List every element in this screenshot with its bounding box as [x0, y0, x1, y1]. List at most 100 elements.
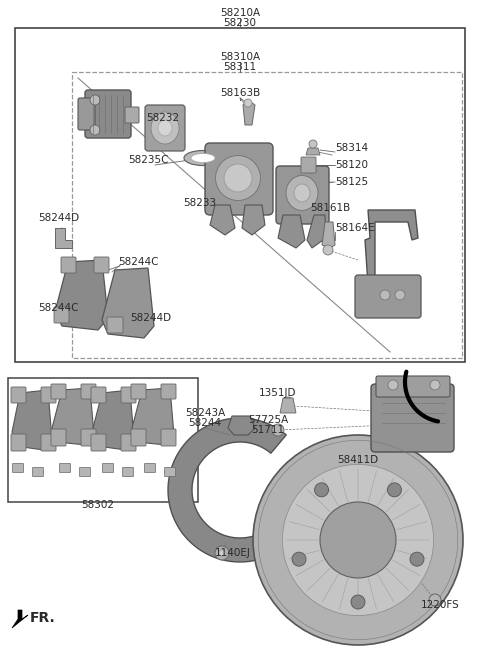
Ellipse shape — [191, 154, 215, 162]
Text: 58411D: 58411D — [337, 455, 379, 465]
FancyBboxPatch shape — [103, 463, 113, 472]
Text: 1351JD: 1351JD — [259, 388, 297, 398]
FancyBboxPatch shape — [301, 157, 316, 173]
FancyBboxPatch shape — [144, 463, 156, 472]
Text: 58302: 58302 — [82, 500, 115, 510]
Circle shape — [429, 594, 441, 606]
FancyBboxPatch shape — [145, 105, 185, 151]
Circle shape — [410, 552, 424, 566]
Polygon shape — [52, 388, 94, 445]
Ellipse shape — [216, 156, 261, 200]
Text: 58244C: 58244C — [38, 303, 79, 313]
Circle shape — [395, 290, 405, 300]
FancyBboxPatch shape — [355, 275, 421, 318]
Text: 57725A: 57725A — [248, 415, 288, 425]
Text: 58244D: 58244D — [130, 313, 171, 323]
Ellipse shape — [224, 164, 252, 192]
FancyBboxPatch shape — [205, 143, 273, 215]
Text: 58244D: 58244D — [38, 213, 79, 223]
FancyBboxPatch shape — [161, 429, 176, 446]
Text: 58244C: 58244C — [118, 257, 158, 267]
Polygon shape — [55, 260, 108, 330]
Circle shape — [309, 140, 317, 148]
FancyBboxPatch shape — [107, 317, 123, 333]
Circle shape — [297, 175, 303, 181]
FancyBboxPatch shape — [131, 384, 146, 399]
Ellipse shape — [294, 184, 310, 202]
Ellipse shape — [286, 175, 318, 210]
FancyBboxPatch shape — [161, 384, 176, 399]
Text: 58120: 58120 — [335, 160, 368, 170]
Text: 58243A: 58243A — [185, 408, 225, 418]
Bar — [72, 72, 462, 358]
FancyBboxPatch shape — [121, 434, 136, 451]
Circle shape — [272, 424, 284, 436]
Polygon shape — [296, 177, 310, 188]
Circle shape — [283, 397, 293, 407]
FancyBboxPatch shape — [78, 98, 95, 130]
Polygon shape — [168, 418, 302, 562]
Circle shape — [244, 99, 252, 107]
Ellipse shape — [151, 112, 179, 144]
Circle shape — [292, 552, 306, 566]
Bar — [15, 28, 465, 362]
Circle shape — [430, 380, 440, 390]
FancyBboxPatch shape — [165, 468, 176, 476]
Text: 58164E: 58164E — [335, 223, 374, 233]
Circle shape — [351, 595, 365, 609]
Text: 58230: 58230 — [224, 18, 256, 28]
Polygon shape — [12, 390, 52, 450]
Text: 58163B: 58163B — [220, 88, 260, 98]
Circle shape — [253, 435, 463, 645]
Text: 58235C: 58235C — [128, 155, 168, 165]
Polygon shape — [210, 205, 235, 235]
Text: 58161B: 58161B — [310, 203, 350, 213]
Text: 1140EJ: 1140EJ — [215, 548, 251, 558]
Circle shape — [282, 464, 433, 616]
FancyBboxPatch shape — [61, 257, 76, 273]
Text: 58232: 58232 — [146, 113, 180, 123]
FancyBboxPatch shape — [91, 434, 106, 451]
Polygon shape — [132, 388, 174, 445]
FancyBboxPatch shape — [131, 429, 146, 446]
Text: 1220FS: 1220FS — [420, 600, 459, 610]
Polygon shape — [322, 222, 335, 248]
FancyBboxPatch shape — [91, 387, 106, 403]
FancyBboxPatch shape — [80, 468, 91, 476]
Circle shape — [388, 380, 398, 390]
Text: 58310A: 58310A — [220, 52, 260, 62]
FancyBboxPatch shape — [125, 107, 139, 123]
Text: 58125: 58125 — [335, 177, 368, 187]
FancyBboxPatch shape — [94, 257, 109, 273]
FancyBboxPatch shape — [85, 90, 131, 138]
Ellipse shape — [184, 150, 222, 166]
FancyBboxPatch shape — [81, 384, 96, 399]
Polygon shape — [306, 148, 320, 155]
Circle shape — [387, 483, 401, 497]
Polygon shape — [102, 268, 154, 338]
Polygon shape — [92, 390, 134, 450]
FancyBboxPatch shape — [376, 376, 450, 397]
Polygon shape — [278, 215, 305, 248]
Text: 58314: 58314 — [335, 143, 368, 153]
Polygon shape — [242, 205, 265, 235]
Polygon shape — [365, 210, 418, 285]
Text: 58210A: 58210A — [220, 8, 260, 18]
Polygon shape — [280, 398, 296, 413]
Text: FR.: FR. — [30, 611, 56, 625]
Ellipse shape — [158, 120, 172, 136]
Text: 51711: 51711 — [252, 425, 285, 435]
Circle shape — [90, 125, 100, 135]
Circle shape — [323, 245, 333, 255]
Polygon shape — [12, 610, 28, 628]
Circle shape — [219, 550, 225, 556]
Bar — [8, 378, 198, 502]
FancyBboxPatch shape — [371, 384, 454, 452]
FancyBboxPatch shape — [276, 166, 329, 224]
Circle shape — [314, 483, 328, 497]
FancyBboxPatch shape — [51, 429, 66, 446]
FancyBboxPatch shape — [51, 384, 66, 399]
Circle shape — [320, 502, 396, 578]
Text: 58233: 58233 — [183, 198, 216, 208]
FancyBboxPatch shape — [122, 468, 133, 476]
